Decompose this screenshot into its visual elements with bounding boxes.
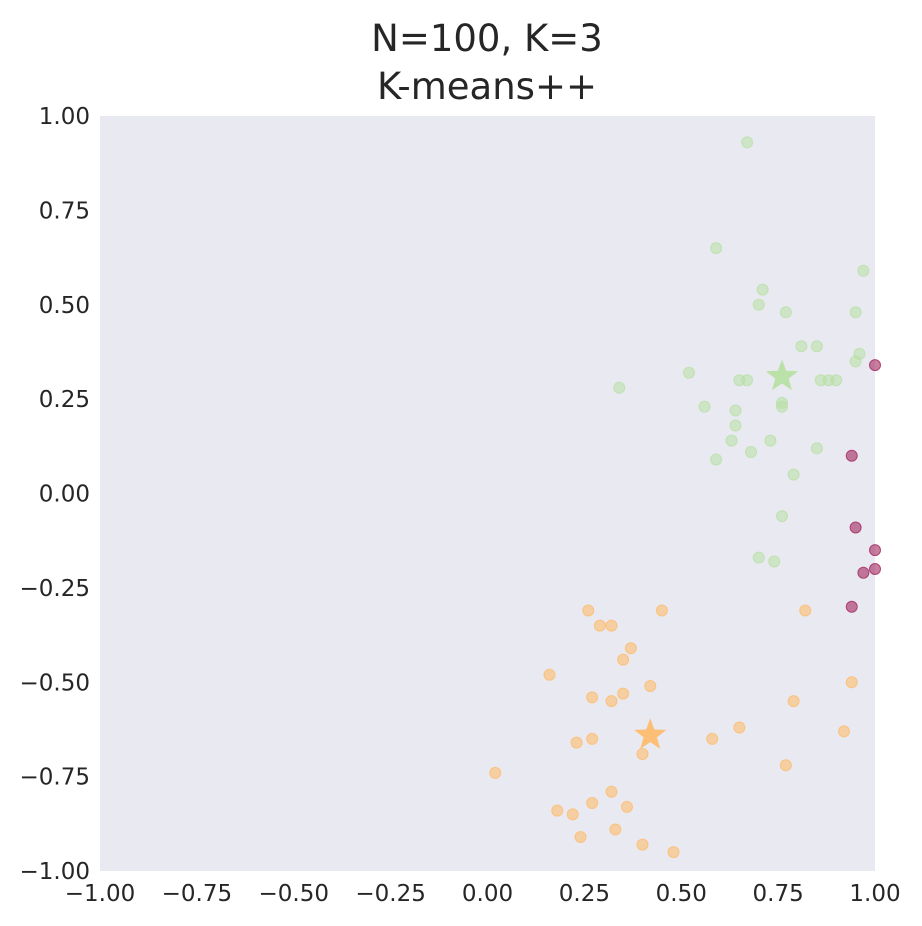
data-point: [729, 404, 742, 417]
data-point: [725, 434, 738, 447]
x-tick-label: 0.75: [753, 881, 804, 907]
data-point: [733, 721, 746, 734]
data-point: [849, 355, 862, 368]
data-point: [593, 619, 606, 632]
x-axis-ticks: −1.00 −0.75 −0.50 −0.25 0.00 0.25 0.50 0.75 1.00: [65, 881, 901, 907]
data-point: [605, 619, 618, 632]
data-point: [586, 691, 599, 704]
data-point: [776, 400, 788, 413]
data-point: [745, 445, 757, 458]
data-point: [609, 823, 622, 836]
data-point: [570, 736, 583, 749]
data-point: [845, 600, 858, 613]
data-point: [621, 800, 633, 813]
x-tick-label: −0.75: [162, 881, 232, 907]
y-tick-label: −0.75: [20, 765, 90, 791]
data-point: [830, 374, 843, 387]
data-point: [729, 419, 742, 432]
data-point: [644, 680, 657, 693]
data-point: [869, 544, 881, 557]
data-point: [489, 766, 502, 779]
data-point: [741, 136, 754, 149]
x-tick-label: 0.00: [462, 881, 513, 907]
data-point: [551, 804, 564, 817]
data-point: [795, 340, 808, 353]
y-tick-label: 0.75: [39, 198, 90, 224]
data-point: [849, 306, 862, 319]
data-point: [787, 695, 800, 708]
data-point: [617, 653, 630, 666]
data-point: [667, 846, 680, 859]
y-tick-label: 0.00: [39, 482, 90, 508]
x-tick-label: 1.00: [849, 881, 900, 907]
data-point: [605, 695, 618, 708]
x-tick-label: −1.00: [65, 881, 135, 907]
data-point: [857, 566, 870, 579]
data-point: [869, 563, 881, 575]
data-point: [710, 242, 723, 255]
centroid-star: [634, 718, 667, 749]
data-point: [779, 759, 792, 772]
data-point: [768, 555, 781, 568]
data-points: [489, 136, 881, 859]
y-tick-label: −0.50: [20, 670, 90, 696]
x-tick-label: 0.25: [559, 881, 610, 907]
data-point: [582, 604, 595, 617]
data-point: [624, 642, 637, 655]
data-point: [752, 551, 765, 564]
x-tick-label: −0.25: [355, 881, 425, 907]
data-point: [849, 521, 862, 534]
data-point: [605, 785, 618, 798]
data-point: [845, 449, 858, 462]
data-point: [698, 400, 711, 413]
data-point: [799, 604, 812, 617]
y-tick-label: 0.25: [39, 387, 90, 413]
data-point: [586, 732, 599, 745]
data-point: [776, 510, 788, 523]
data-point: [543, 668, 556, 681]
data-point: [764, 434, 777, 447]
plot-area: [100, 116, 875, 871]
data-point: [613, 381, 626, 394]
data-point: [869, 359, 881, 372]
data-point: [566, 808, 579, 821]
chart-title-line-2: K-means++: [377, 65, 597, 108]
data-point: [574, 831, 587, 844]
x-tick-label: 0.50: [656, 881, 707, 907]
centroid-star: [765, 359, 799, 391]
data-point: [636, 747, 649, 760]
x-tick-label: −0.50: [259, 881, 329, 907]
data-point: [838, 725, 850, 738]
y-tick-label: −0.25: [20, 576, 90, 602]
data-point: [845, 676, 858, 689]
y-tick-label: 1.00: [39, 104, 90, 130]
data-point: [810, 442, 823, 455]
data-point: [617, 687, 630, 700]
data-point: [683, 366, 695, 379]
data-point: [655, 604, 668, 617]
data-point: [810, 340, 823, 353]
data-point: [741, 374, 754, 387]
y-axis-ticks: −1.00 −0.75 −0.50 −0.25 0.00 0.25 0.50 0.75 1.00: [20, 104, 90, 885]
data-point: [752, 298, 765, 311]
data-point: [586, 797, 599, 810]
y-tick-label: −1.00: [20, 859, 90, 885]
centroid-markers: [634, 359, 799, 749]
chart-title-line-1: N=100, K=3: [371, 17, 603, 60]
data-point: [857, 264, 870, 277]
y-tick-label: 0.50: [39, 293, 90, 319]
data-point: [706, 732, 719, 745]
data-point: [710, 453, 723, 466]
data-point: [636, 838, 649, 851]
data-point: [756, 283, 769, 296]
data-point: [779, 306, 792, 319]
data-point: [787, 468, 800, 481]
